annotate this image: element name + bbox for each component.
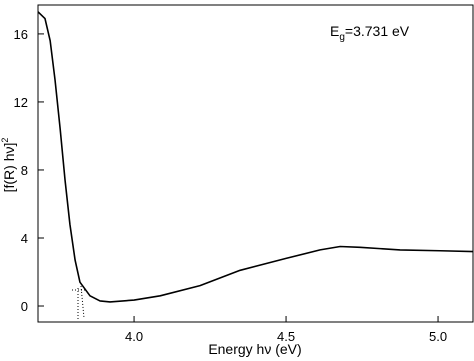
x-axis-label: Energy hν (eV): [208, 341, 301, 357]
data-line: [37, 11, 474, 303]
y-tick-label: 0: [21, 299, 28, 314]
x-tick-label: 4.5: [277, 329, 295, 344]
y-tick-label: 4: [21, 231, 28, 246]
guide-line: [80, 285, 85, 319]
tangent-guides: [72, 285, 86, 320]
annotation-text: E: [330, 23, 339, 39]
annotation-sub: g: [339, 32, 345, 43]
annotation: Eg=3.731 eV: [330, 23, 410, 43]
y-axis-label: [f(R) hν]2: [0, 138, 17, 193]
y-tick-label: 8: [21, 163, 28, 178]
annotation-rest: =3.731 eV: [345, 23, 410, 39]
y-tick-label: 12: [14, 95, 28, 110]
y-tick-label: 16: [14, 27, 28, 42]
x-tick-label: 4.0: [125, 329, 143, 344]
x-tick-label: 5.0: [429, 329, 447, 344]
y-label-text: [f(R) hν]: [1, 143, 17, 193]
y-label-sup: 2: [0, 138, 10, 143]
plot-frame: [37, 4, 474, 323]
